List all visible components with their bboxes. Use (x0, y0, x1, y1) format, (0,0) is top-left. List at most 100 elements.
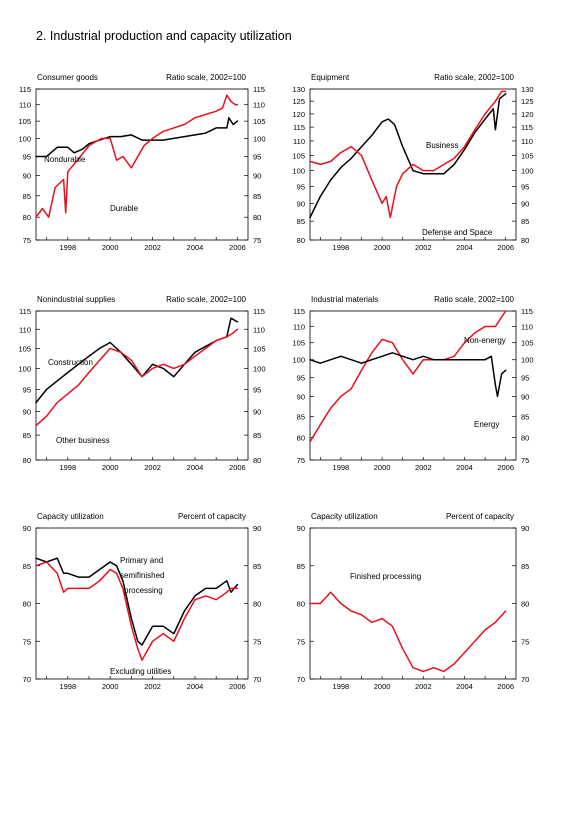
y-tick-label-right: 90 (521, 392, 529, 401)
y-tick-label-left: 75 (23, 637, 31, 646)
y-tick-label-right: 100 (253, 134, 266, 143)
y-tick-label-left: 80 (297, 434, 305, 443)
x-tick-label: 2006 (229, 463, 246, 472)
y-tick-label-left: 90 (23, 172, 31, 181)
y-tick-label-left: 75 (297, 637, 305, 646)
unit-label: Percent of capacity (178, 512, 246, 521)
y-tick-label-right: 100 (253, 364, 266, 373)
y-tick-label-left: 70 (297, 675, 305, 684)
series-annotation: Business (426, 141, 458, 150)
y-tick-label-left: 90 (23, 408, 31, 417)
y-tick-label-right: 75 (521, 456, 529, 465)
chart-title: Nonindustrial supplies (37, 295, 115, 304)
y-tick-label-right: 95 (521, 374, 529, 383)
y-tick-label-right: 115 (521, 123, 533, 132)
y-tick-label-left: 110 (293, 137, 305, 146)
series-annotation: Finished processing (350, 572, 421, 581)
series-annotation: Defense and Space (422, 228, 493, 237)
y-tick-label-left: 115 (293, 123, 305, 132)
y-tick-label-right: 95 (521, 183, 529, 192)
x-tick-label: 2000 (374, 243, 391, 252)
series-line-business (309, 93, 507, 219)
x-tick-label: 2002 (144, 463, 161, 472)
y-tick-label-right: 85 (521, 412, 529, 421)
series-annotation: Construction (48, 358, 93, 367)
y-tick-label-left: 80 (23, 600, 31, 609)
series-line-nondurable (35, 117, 239, 158)
y-tick-label-right: 85 (253, 431, 261, 440)
x-tick-label: 2004 (456, 243, 473, 252)
y-tick-label-left: 75 (297, 456, 305, 465)
unit-label: Ratio scale, 2002=100 (434, 73, 514, 82)
x-tick-label: 2002 (144, 243, 161, 252)
y-tick-label-right: 105 (521, 151, 534, 160)
y-tick-label-left: 85 (297, 562, 305, 571)
y-tick-label-left: 95 (23, 385, 31, 394)
y-tick-label-left: 120 (292, 110, 305, 119)
y-tick-label-right: 115 (521, 307, 533, 316)
y-tick-label-right: 120 (521, 110, 534, 119)
y-tick-label-left: 85 (297, 217, 305, 226)
y-tick-label-right: 80 (253, 600, 261, 609)
y-tick-label-left: 105 (18, 344, 31, 353)
chart-title: Consumer goods (37, 73, 98, 82)
chart-capacity-utilization-finished: Capacity utilization Percent of capacity 7… (297, 512, 530, 691)
x-tick-label: 1998 (59, 463, 76, 472)
y-tick-label-left: 90 (297, 199, 305, 208)
x-tick-label: 2000 (102, 463, 119, 472)
y-tick-label-left: 110 (293, 322, 305, 331)
x-tick-label: 1998 (333, 463, 350, 472)
x-tick-label: 2002 (415, 682, 432, 691)
y-tick-label-right: 105 (253, 344, 266, 353)
unit-label: Percent of capacity (446, 512, 514, 521)
x-tick-label: 2004 (456, 682, 473, 691)
y-tick-label-left: 115 (19, 307, 31, 316)
y-tick-label-left: 100 (18, 134, 31, 143)
y-tick-label-right: 85 (253, 192, 261, 201)
chart-title: Equipment (311, 73, 350, 82)
y-tick-label-right: 90 (253, 408, 261, 417)
y-tick-label-left: 90 (297, 392, 305, 401)
y-tick-label-right: 85 (521, 217, 529, 226)
chart-title: Capacity utilization (37, 512, 104, 521)
x-tick-label: 2000 (374, 463, 391, 472)
series-annotation: Nondurable (44, 155, 86, 164)
y-tick-label-right: 110 (521, 137, 533, 146)
y-tick-label-left: 95 (23, 152, 31, 161)
unit-label: Ratio scale, 2002=100 (166, 295, 246, 304)
y-tick-label-left: 105 (18, 117, 31, 126)
x-tick-label: 2002 (144, 682, 161, 691)
chart-equipment: Equipment Ratio scale, 2002=100 80 80 85 85 90… (292, 73, 534, 252)
x-tick-label: 2000 (374, 682, 391, 691)
y-tick-label-left: 70 (23, 675, 31, 684)
x-tick-label: 2002 (415, 243, 432, 252)
y-tick-label-left: 80 (23, 456, 31, 465)
plot-frame (35, 527, 249, 680)
y-tick-label-right: 80 (253, 456, 261, 465)
plot-frame (309, 310, 517, 461)
y-tick-label-left: 90 (23, 524, 31, 533)
y-tick-label-left: 115 (293, 307, 305, 316)
plot-frame (309, 88, 517, 241)
y-tick-label-left: 85 (297, 412, 305, 421)
chart-title: Industrial materials (311, 295, 378, 304)
y-tick-label-left: 100 (292, 356, 305, 365)
y-tick-label-right: 105 (521, 339, 534, 348)
x-tick-label: 2004 (187, 243, 204, 252)
y-tick-label-left: 110 (19, 325, 31, 334)
y-tick-label-left: 100 (18, 364, 31, 373)
x-tick-label: 2004 (187, 682, 204, 691)
y-tick-label-right: 110 (253, 101, 265, 110)
y-tick-label-left: 105 (292, 151, 305, 160)
y-tick-label-right: 110 (253, 325, 265, 334)
unit-label: Ratio scale, 2002=100 (434, 295, 514, 304)
y-tick-label-right: 70 (521, 675, 529, 684)
y-tick-label-right: 105 (253, 117, 266, 126)
y-tick-label-right: 80 (521, 236, 529, 245)
y-tick-label-left: 105 (292, 339, 305, 348)
y-tick-label-right: 75 (521, 637, 529, 646)
y-tick-label-right: 115 (253, 307, 265, 316)
series-line-energy (309, 352, 507, 398)
y-tick-label-right: 100 (521, 167, 534, 176)
series-line-finished-processing (309, 591, 507, 673)
